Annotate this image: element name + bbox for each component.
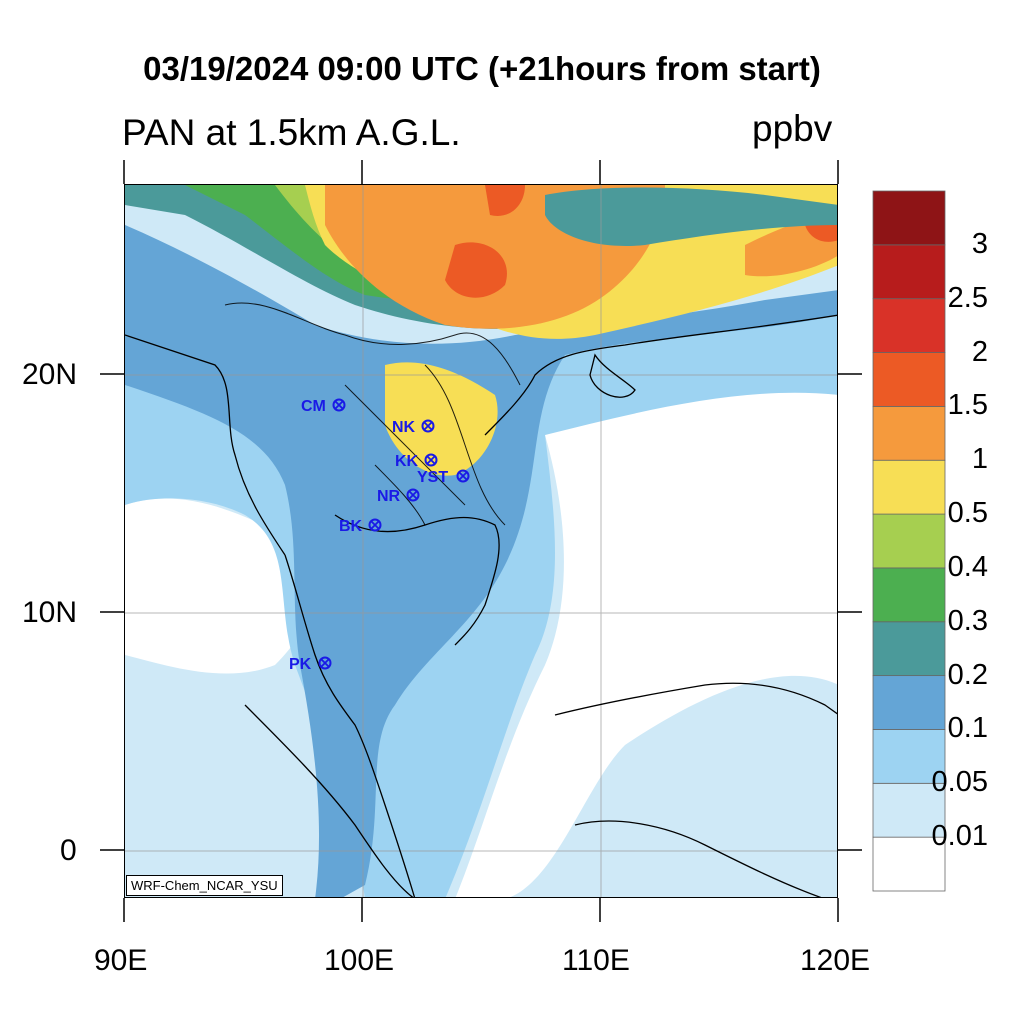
station-pk: PK bbox=[289, 656, 332, 673]
colorbar-label: 0.05 bbox=[931, 766, 988, 799]
colorbar-band bbox=[872, 190, 946, 246]
colorbar-band bbox=[872, 729, 946, 784]
field-02-patch bbox=[545, 187, 837, 246]
colorbar bbox=[872, 190, 946, 892]
graticule bbox=[125, 185, 837, 897]
station-label: PK bbox=[289, 656, 312, 673]
colorbar-band bbox=[872, 244, 946, 300]
station-nk: NK bbox=[392, 419, 435, 436]
field-01 bbox=[125, 225, 837, 897]
y-tick-label: 20N bbox=[22, 358, 78, 391]
colorbar-band bbox=[872, 621, 946, 677]
x-tick-label: 100E bbox=[324, 944, 395, 977]
colorbar-band bbox=[872, 675, 946, 730]
colorbar-label: 1 bbox=[971, 443, 988, 476]
colorbar-band bbox=[872, 836, 946, 892]
field-2 bbox=[445, 242, 507, 298]
field-low-bay bbox=[125, 498, 315, 674]
station-kk: KK bbox=[395, 453, 438, 470]
station-label: NR bbox=[377, 488, 401, 505]
colorbar-band bbox=[872, 352, 946, 407]
colorbar-band bbox=[872, 405, 946, 461]
station-label: CM bbox=[301, 398, 326, 415]
station-label: YST bbox=[417, 469, 448, 486]
units-label: ppbv bbox=[752, 108, 833, 149]
colorbar-label: 2.5 bbox=[947, 281, 988, 314]
field-1-laos bbox=[385, 362, 498, 476]
colorbar-label: 1.5 bbox=[947, 389, 988, 422]
chart-title: 03/19/2024 09:00 UTC (+21hours from star… bbox=[143, 50, 821, 87]
x-tick-label: 90E bbox=[94, 944, 148, 977]
coastlines bbox=[125, 314, 837, 897]
station-cm: CM bbox=[301, 398, 346, 415]
field-low-ocean bbox=[455, 392, 837, 897]
credit-label: WRF-Chem_NCAR_YSU bbox=[126, 875, 283, 896]
station-bk: BK bbox=[339, 518, 382, 535]
colorbar-band bbox=[872, 513, 946, 569]
map-panel: CM NK KK YST NR BK PK bbox=[124, 184, 838, 898]
borders bbox=[224, 302, 521, 526]
colorbar-label: 0.2 bbox=[947, 658, 988, 691]
station-yst: YST bbox=[417, 469, 470, 486]
colorbar-label: 0.3 bbox=[947, 604, 988, 637]
field-label: PAN at 1.5km A.G.L. bbox=[122, 112, 461, 153]
colorbar-label: 2 bbox=[971, 335, 988, 368]
colorbar-band bbox=[872, 567, 946, 623]
colorbar-label: 0.1 bbox=[947, 712, 988, 745]
station-label: NK bbox=[392, 419, 416, 436]
station-nr: NR bbox=[377, 488, 420, 505]
field-2-north bbox=[485, 185, 525, 216]
colorbar-band bbox=[872, 298, 946, 353]
colorbar-label: 0.5 bbox=[947, 497, 988, 530]
station-label: KK bbox=[395, 453, 419, 470]
x-tick-label: 120E bbox=[800, 944, 871, 977]
station-label: BK bbox=[339, 518, 363, 535]
colorbar-label: 0.01 bbox=[931, 820, 988, 853]
y-tick-label: 0 bbox=[60, 834, 77, 867]
y-tick-label: 10N bbox=[22, 596, 78, 629]
colorbar-label: 3 bbox=[971, 227, 988, 260]
colorbar-label: 0.4 bbox=[947, 550, 988, 583]
x-tick-label: 110E bbox=[562, 944, 630, 977]
